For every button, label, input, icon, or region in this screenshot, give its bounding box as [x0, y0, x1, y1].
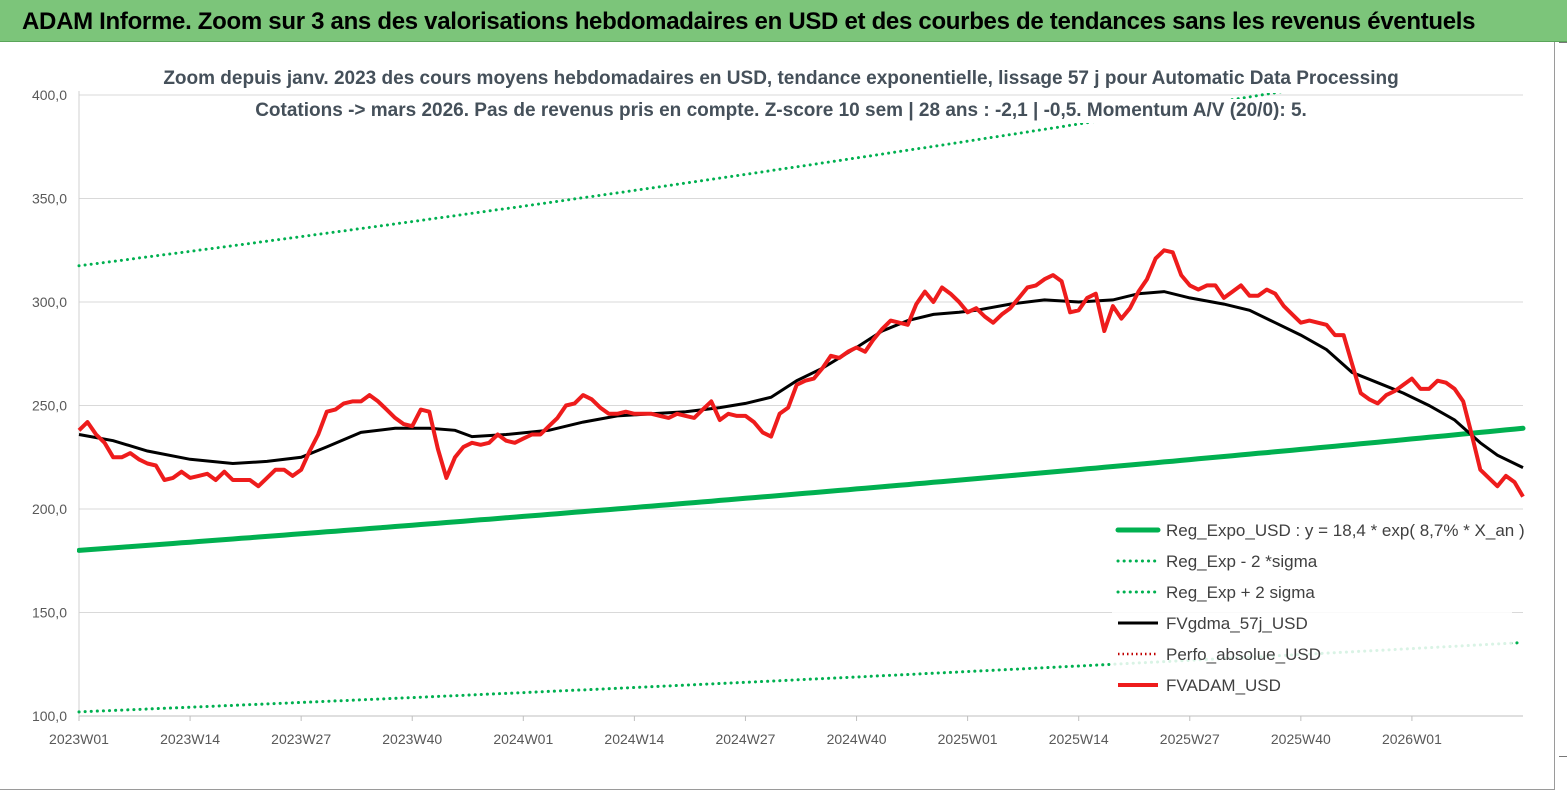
chart-frame [0, 42, 1555, 790]
series-trend-line [77, 425, 1526, 553]
strip-tick [1559, 756, 1567, 757]
x-tick-label: 2023W27 [271, 731, 331, 747]
y-tick-label: 350,0 [32, 191, 67, 207]
legend-label: Perfo_absolue_USD [1166, 645, 1321, 664]
strip-tick [1559, 42, 1567, 43]
chart-title-line1: Zoom depuis janv. 2023 des cours moyens … [163, 68, 1398, 89]
x-tick-label: 2026W01 [1382, 731, 1442, 747]
y-tick-label: 250,0 [32, 398, 67, 414]
x-tick-label: 2023W01 [49, 731, 109, 747]
legend-label: FVgdma_57j_USD [1166, 614, 1308, 633]
x-tick-label: 2025W40 [1271, 731, 1331, 747]
x-tick-label: 2025W14 [1049, 731, 1109, 747]
series-lines [77, 93, 1526, 714]
chart-title-line2: Cotations -> mars 2026. Pas de revenus p… [255, 100, 1307, 121]
series-band-line [77, 93, 1283, 268]
legend: Reg_Expo_USD : y = 18,4 * exp( 8,7% * X_… [1112, 512, 1525, 702]
title-banner: ADAM Informe. Zoom sur 3 ans des valoris… [0, 0, 1567, 42]
y-tick-label: 200,0 [32, 501, 67, 517]
x-tick-label: 2023W14 [160, 731, 220, 747]
y-tick-label: 100,0 [32, 708, 67, 724]
axes: 100,0 150,0 200,0 250,0 300,0 350,0 400,0 2023W… [32, 87, 1523, 747]
right-scroll-strip [1555, 42, 1567, 792]
legend-label: Reg_Exp - 2 *sigma [1166, 552, 1318, 571]
legend-label: Reg_Expo_USD : y = 18,4 * exp( 8,7% * X_… [1166, 521, 1525, 540]
legend-label: FVADAM_USD [1166, 676, 1281, 695]
x-tick-label: 2024W40 [827, 731, 887, 747]
series-price-line [77, 248, 1525, 498]
y-tick-label: 400,0 [32, 87, 67, 103]
title-mask [157, 67, 1405, 91]
x-tick-label: 2025W01 [938, 731, 998, 747]
x-tick-label: 2024W14 [604, 731, 664, 747]
legend-background [1112, 512, 1512, 702]
legend-label: Reg_Exp + 2 sigma [1166, 583, 1315, 602]
x-tick-label: 2025W27 [1160, 731, 1220, 747]
x-tick-label: 2024W27 [715, 731, 775, 747]
y-tick-label: 300,0 [32, 294, 67, 310]
report-title: ADAM Informe. Zoom sur 3 ans des valoris… [22, 8, 1476, 35]
title-mask [249, 99, 1313, 123]
series-smooth-line [78, 290, 1524, 469]
x-tick-label: 2024W01 [493, 731, 553, 747]
y-tick-label: 150,0 [32, 605, 67, 621]
x-tick-label: 2023W40 [382, 731, 442, 747]
